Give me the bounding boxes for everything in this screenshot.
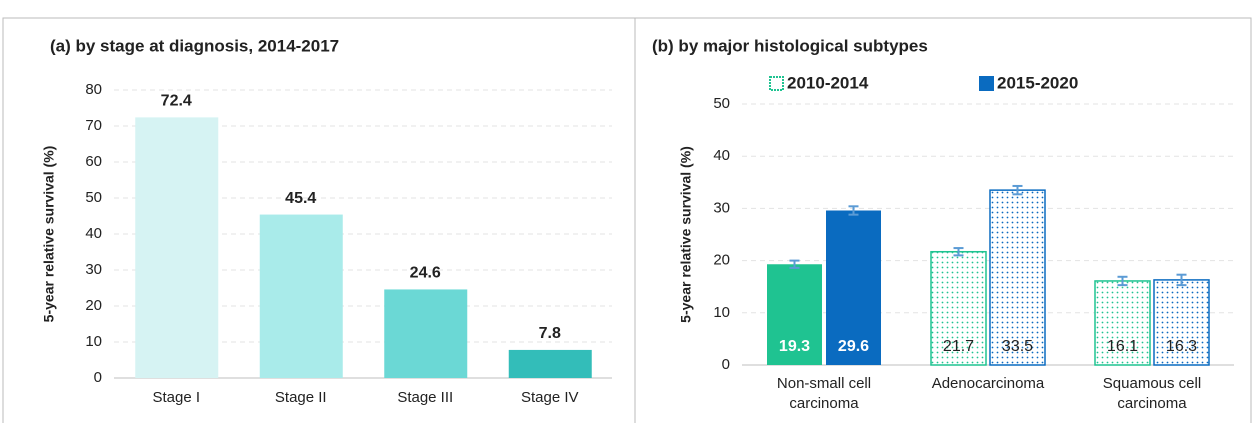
value-label: 24.6 (410, 265, 441, 282)
legend-swatch (769, 76, 784, 91)
value-label: 16.3 (1166, 338, 1197, 355)
y-tick-label: 20 (85, 297, 102, 314)
y-tick-label: 40 (85, 225, 102, 242)
x-tick-label: Stage II (275, 389, 327, 406)
chart-title: (a) by stage at diagnosis, 2014-2017 (50, 36, 339, 55)
y-axis-label: 5-year relative survival (%) (678, 146, 694, 323)
y-tick-label: 10 (85, 333, 102, 350)
x-tick-label: Adenocarcinoma (931, 375, 1045, 392)
value-label: 19.3 (779, 338, 810, 355)
y-tick-label: 40 (713, 147, 730, 164)
chart-title: (b) by major histological subtypes (652, 36, 928, 55)
value-label: 72.4 (161, 93, 192, 110)
legend-label: 2010-2014 (787, 73, 869, 92)
y-tick-label: 20 (713, 252, 730, 269)
bar (384, 289, 468, 378)
y-tick-label: 0 (722, 356, 730, 373)
value-label: 21.7 (943, 338, 974, 355)
x-tick-label: Non-small cell carcinoma (776, 375, 872, 412)
y-tick-label: 0 (94, 369, 102, 386)
y-tick-label: 50 (85, 189, 102, 206)
y-tick-label: 60 (85, 153, 102, 170)
value-label: 7.8 (539, 325, 561, 342)
x-label-box: Adenocarcinoma (931, 375, 1045, 392)
y-tick-label: 30 (85, 261, 102, 278)
y-tick-label: 50 (713, 95, 730, 112)
x-tick-label: Stage IV (521, 389, 579, 406)
y-tick-label: 70 (85, 117, 102, 134)
x-tick-label: Stage I (152, 389, 200, 406)
bar (826, 210, 881, 365)
x-label-box: Non-small cell carcinoma (776, 375, 872, 412)
bar (767, 264, 822, 365)
legend-swatch (979, 76, 994, 91)
value-label: 33.5 (1002, 338, 1033, 355)
x-tick-label: Squamous cell carcinoma (1102, 375, 1202, 412)
frame (2, 17, 1252, 428)
value-label: 16.1 (1107, 338, 1138, 355)
y-tick-label: 80 (85, 81, 102, 98)
y-tick-label: 30 (713, 199, 730, 216)
y-tick-label: 10 (713, 304, 730, 321)
x-label-box: Squamous cell carcinoma (1102, 375, 1202, 412)
value-label: 29.6 (838, 338, 869, 355)
bar (989, 189, 1046, 366)
bar (135, 117, 219, 379)
legend-label: 2015-2020 (997, 73, 1078, 92)
bar (259, 214, 343, 378)
x-tick-label: Stage III (397, 389, 453, 406)
y-axis-label: 5-year relative survival (%) (41, 146, 57, 323)
bar (508, 349, 592, 378)
value-label: 45.4 (285, 190, 316, 207)
